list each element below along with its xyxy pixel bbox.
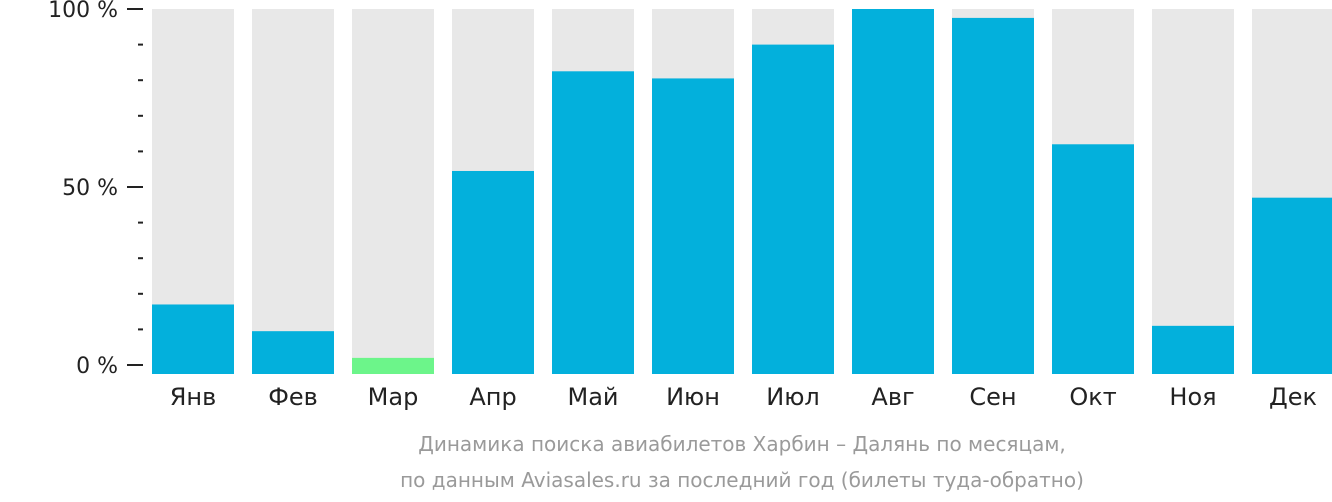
x-tick-label: Сен	[969, 383, 1016, 411]
bar-track	[352, 9, 434, 374]
y-tick-label: 50 %	[62, 176, 118, 201]
x-tick-label: Июн	[666, 383, 720, 411]
chart-caption-line-2: по данным Aviasales.ru за последний год …	[400, 468, 1084, 492]
bar	[952, 17, 1034, 375]
bar	[1052, 144, 1134, 374]
bar-track	[1152, 9, 1234, 374]
bar	[552, 71, 634, 375]
x-tick-label: Фев	[268, 383, 318, 411]
x-tick-label: Окт	[1069, 383, 1116, 411]
bar	[352, 357, 434, 374]
x-axis-labels: Янв Фев Мар Апр Май Июн Июл Авг Сен Окт Ноя Дек	[170, 383, 1317, 411]
x-tick-label: Июл	[766, 383, 820, 411]
y-tick-label: 100 %	[48, 0, 118, 23]
bar	[452, 170, 534, 374]
bar	[1252, 197, 1332, 374]
bar	[1152, 325, 1234, 374]
y-axis: 0 % 50 % 100 %	[48, 0, 143, 379]
x-tick-label: Янв	[170, 383, 217, 411]
bar	[852, 9, 934, 374]
bar	[752, 44, 834, 374]
bars	[152, 9, 1332, 375]
bar	[652, 78, 734, 375]
x-tick-label: Апр	[469, 383, 516, 411]
bar-track	[252, 9, 334, 374]
x-tick-label: Мар	[368, 383, 419, 411]
chart-caption-line-1: Динамика поиска авиабилетов Харбин – Дал…	[418, 432, 1066, 456]
bar	[252, 331, 334, 374]
x-tick-label: Дек	[1269, 383, 1317, 411]
y-tick-label: 0 %	[76, 354, 118, 379]
x-tick-label: Авг	[871, 383, 914, 411]
x-tick-label: Май	[567, 383, 618, 411]
bar	[152, 304, 234, 374]
x-tick-label: Ноя	[1169, 383, 1216, 411]
